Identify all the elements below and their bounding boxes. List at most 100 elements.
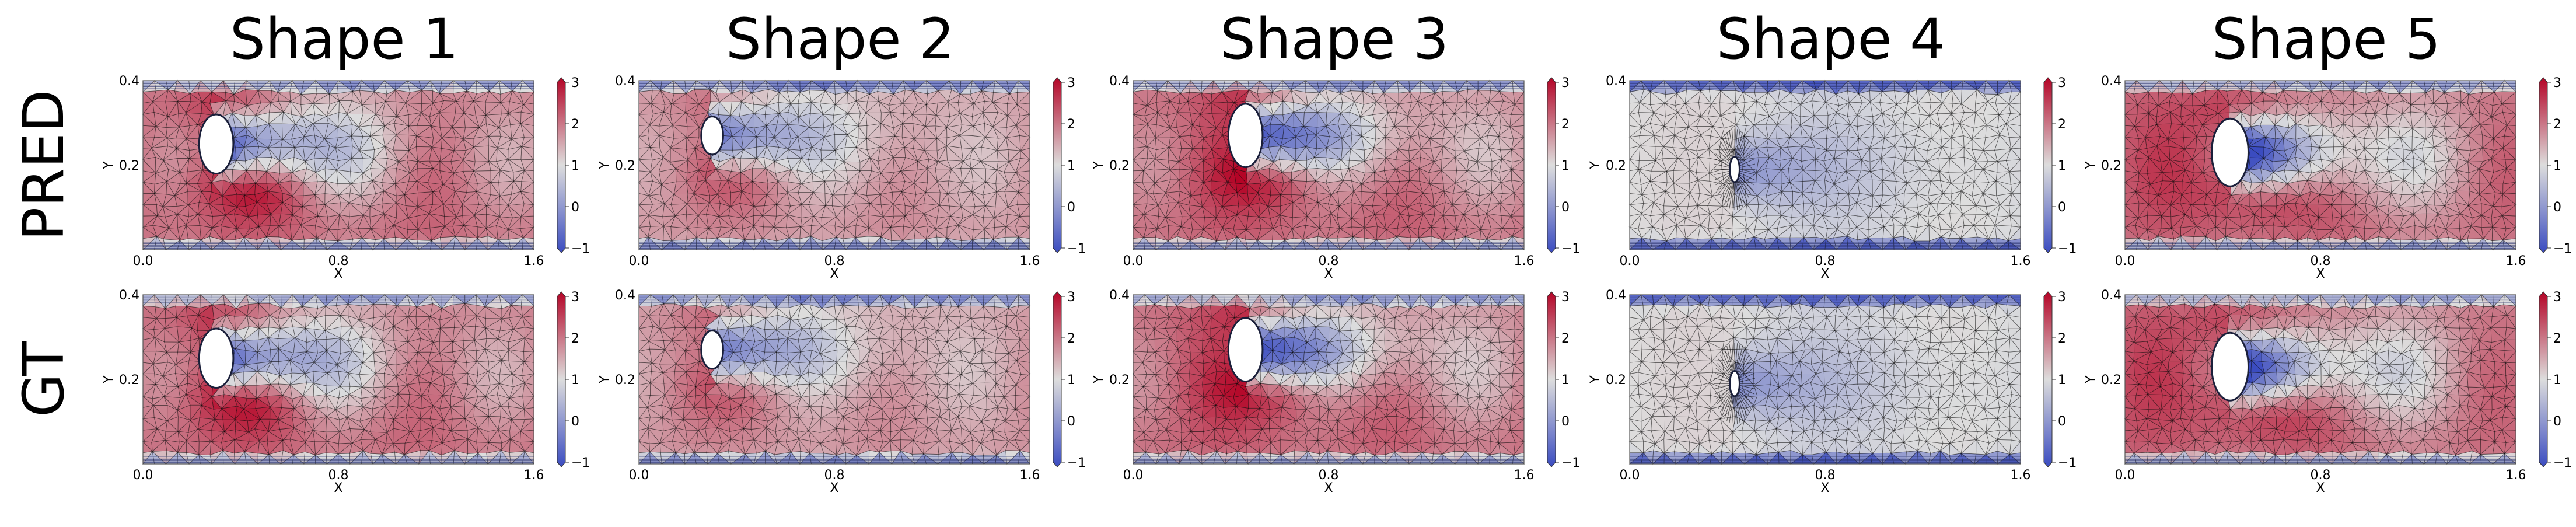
y-tick-label: 0.2 <box>1109 159 1130 173</box>
y-axis-label: Y <box>1588 375 1603 384</box>
x-tick-label: 0.0 <box>629 468 649 483</box>
panel-gt-3: 0.0 0.8 1.6 X 0.2 0.4 Y 3 2 1 0 −1 <box>1092 288 1580 495</box>
panel-gt-1: 0.0 0.8 1.6 X 0.2 0.4 Y 3 2 1 0 −1 <box>102 288 590 495</box>
y-tick-label: 0.2 <box>2101 159 2121 173</box>
panel-pred-3: 0.0 0.8 1.6 X 0.2 0.4 Y 3 2 1 0 −1 <box>1092 74 1580 281</box>
colorbar-tick-label: 0 <box>2058 414 2066 429</box>
colorbar-tick-label: 3 <box>1067 76 1075 90</box>
colorbar-tick-label: 1 <box>1561 373 1570 388</box>
y-axis-label: Y <box>2084 161 2098 170</box>
colorbar-tick-label: 1 <box>2553 373 2561 388</box>
axes: 0.0 0.8 1.6 X 0.2 0.4 Y <box>597 74 1040 281</box>
obstacle <box>700 330 724 370</box>
y-tick-label: 0.2 <box>1606 159 1626 173</box>
x-tick-label: 0.0 <box>629 254 649 268</box>
x-tick-label: 0.0 <box>2115 254 2135 268</box>
x-tick-label: 1.6 <box>1514 254 1535 268</box>
y-axis-label: Y <box>597 375 612 384</box>
colorbar-tick-label: 3 <box>2553 76 2561 90</box>
colorbar-tick-label: 2 <box>1561 117 1570 132</box>
colorbar-tick-label: 3 <box>1067 290 1075 305</box>
colorbar-tick-label: 2 <box>2058 331 2066 346</box>
colorbar-tick-label: 0 <box>1067 414 1075 429</box>
panel-gt-4: 0.0 0.8 1.6 X 0.2 0.4 Y 3 2 1 0 −1 <box>1588 288 2077 495</box>
axes: 0.0 0.8 1.6 X 0.2 0.4 Y <box>2084 288 2526 495</box>
axes: 0.0 0.8 1.6 X 0.2 0.4 Y <box>597 288 1040 495</box>
colorbar-tick-label: −1 <box>2553 456 2572 470</box>
colorbar: 3 2 1 0 −1 <box>1053 76 1086 256</box>
y-tick-label: 0.4 <box>615 288 635 303</box>
mesh-field <box>2124 79 2517 251</box>
colorbar-tick-label: 0 <box>1561 414 1570 429</box>
x-tick-label: 0.0 <box>133 254 153 268</box>
x-axis-label: X <box>2316 267 2325 281</box>
x-tick-label: 1.6 <box>524 468 544 483</box>
colorbar-tick-label: −1 <box>2553 242 2572 256</box>
colorbar-tick-label: 0 <box>1561 200 1570 215</box>
obstacle <box>1729 156 1740 183</box>
mesh-field <box>1628 294 2022 465</box>
x-tick-label: 0.8 <box>824 254 845 268</box>
colorbar-tick-label: 2 <box>2553 117 2561 132</box>
x-axis-label: X <box>1324 267 1333 281</box>
colorbar-tick-label: 2 <box>1067 117 1075 132</box>
x-axis-label: X <box>1324 481 1333 495</box>
colorbar-tick-label: 3 <box>2058 290 2066 305</box>
colorbar-tick-label: 1 <box>1067 159 1075 173</box>
x-tick-label: 0.0 <box>1123 254 1144 268</box>
colorbar: 3 2 1 0 −1 <box>2539 290 2572 470</box>
colorbar-tick-label: −1 <box>1561 242 1580 256</box>
panel-pred-4: 0.0 0.8 1.6 X 0.2 0.4 Y 3 2 1 0 −1 <box>1588 74 2077 281</box>
x-tick-label: 0.8 <box>328 254 349 268</box>
row-label: GT <box>11 341 76 417</box>
row-label: PRED <box>11 89 76 240</box>
colorbar-tick-label: 1 <box>571 373 579 388</box>
x-tick-label: 1.6 <box>2506 254 2526 268</box>
colorbar-tick-label: 3 <box>1561 76 1570 90</box>
colorbar-tick-label: 3 <box>2058 76 2066 90</box>
mesh-field <box>1628 79 2022 251</box>
colorbar: 3 2 1 0 −1 <box>2539 76 2572 256</box>
x-tick-label: 1.6 <box>524 254 544 268</box>
x-tick-label: 0.8 <box>1815 468 1836 483</box>
colorbar: 3 2 1 0 −1 <box>1547 76 1580 256</box>
mesh-field <box>2124 294 2517 465</box>
x-tick-label: 0.8 <box>1319 468 1339 483</box>
y-axis-label: Y <box>2084 375 2098 384</box>
column-title: Shape 3 <box>1220 6 1449 72</box>
y-axis-label: Y <box>102 161 116 170</box>
column-title: Shape 2 <box>726 6 955 72</box>
x-tick-label: 0.8 <box>824 468 845 483</box>
obstacle <box>1227 317 1264 383</box>
obstacle-mesh-refinement <box>1714 128 1756 210</box>
panel-pred-1: 0.0 0.8 1.6 X 0.2 0.4 Y 3 2 1 0 −1 <box>102 74 590 281</box>
axes: 0.0 0.8 1.6 X 0.2 0.4 Y <box>1588 288 2031 495</box>
panel-pred-2: 0.0 0.8 1.6 X 0.2 0.4 Y 3 2 1 0 −1 <box>597 74 1086 281</box>
x-axis-label: X <box>830 267 838 281</box>
y-axis-label: Y <box>1092 161 1106 170</box>
panel-pred-5: 0.0 0.8 1.6 X 0.2 0.4 Y 3 2 1 0 −1 <box>2084 74 2572 281</box>
colorbar-tick-label: 3 <box>571 76 579 90</box>
colorbar-tick-label: 0 <box>1067 200 1075 215</box>
colorbar-tick-label: −1 <box>1561 456 1580 470</box>
x-tick-label: 0.0 <box>133 468 153 483</box>
y-axis-label: Y <box>597 161 612 170</box>
colorbar-tick-label: 3 <box>571 290 579 305</box>
y-axis-label: Y <box>1092 375 1106 384</box>
y-tick-label: 0.4 <box>615 74 635 89</box>
colorbar: 3 2 1 0 −1 <box>1053 290 1086 470</box>
column-title: Shape 1 <box>230 6 459 72</box>
mesh-field <box>638 294 1031 465</box>
column-title: Shape 4 <box>1717 6 1945 72</box>
colorbar: 3 2 1 0 −1 <box>2043 290 2077 470</box>
obstacle <box>2211 117 2249 187</box>
x-tick-label: 0.8 <box>1319 254 1339 268</box>
axes: 0.0 0.8 1.6 X 0.2 0.4 Y <box>102 74 544 281</box>
colorbar-tick-label: 2 <box>571 117 579 132</box>
mesh-field <box>638 79 1031 251</box>
x-tick-label: 0.8 <box>2311 254 2331 268</box>
colorbar-tick-label: 0 <box>571 414 579 429</box>
axes: 0.0 0.8 1.6 X 0.2 0.4 Y <box>1092 74 1535 281</box>
x-tick-label: 0.8 <box>328 468 349 483</box>
colorbar-tick-label: 1 <box>571 159 579 173</box>
